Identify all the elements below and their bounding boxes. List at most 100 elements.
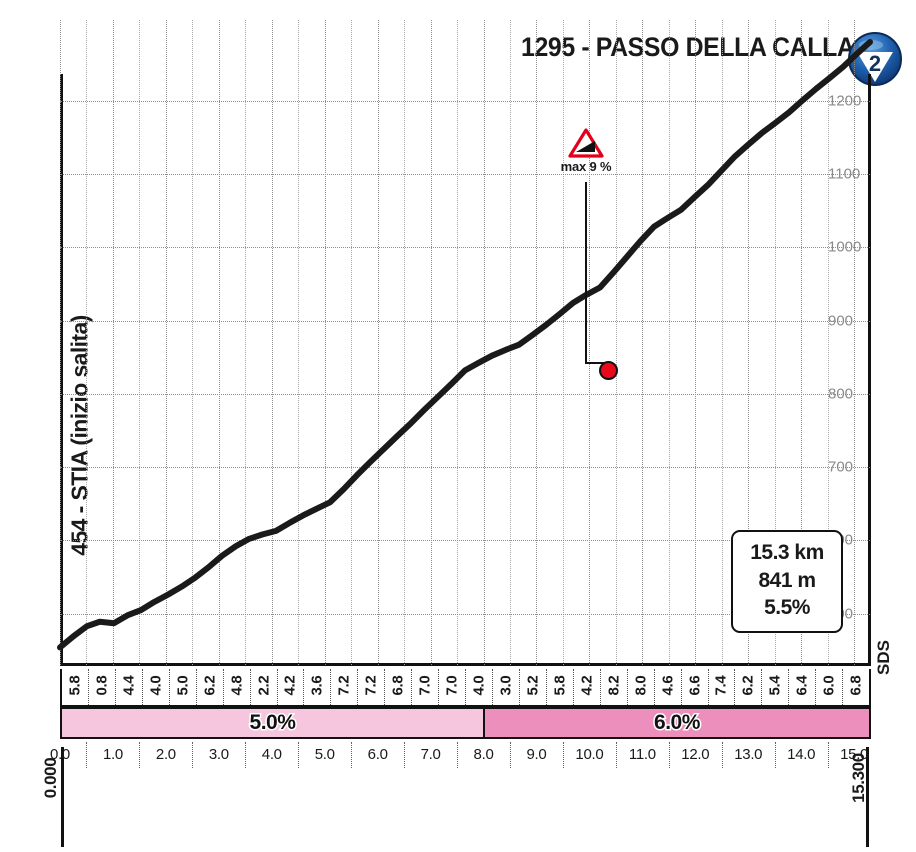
grid-line-vertical <box>695 20 697 665</box>
gradient-cell: 7.2 <box>358 669 386 705</box>
gradient-cell: 7.0 <box>439 669 467 705</box>
x-axis-minor-tick <box>192 742 194 768</box>
gradient-segment: 5.0% <box>62 709 485 737</box>
grid-line-horizontal <box>60 247 870 249</box>
x-axis-minor-tick <box>457 742 459 768</box>
grid-line-vertical <box>112 20 114 665</box>
grid-line-vertical <box>801 20 803 665</box>
gradient-cell-value: 5.0 <box>174 675 192 696</box>
grid-line-vertical-minor <box>827 20 829 665</box>
grid-line-horizontal <box>60 467 870 469</box>
gradient-cell-value: 7.0 <box>416 675 434 696</box>
gradient-cell: 6.8 <box>843 669 869 705</box>
grid-line-vertical-minor <box>562 20 564 665</box>
gradient-cell: 4.0 <box>143 669 170 705</box>
gradient-cell-value: 4.0 <box>147 675 165 696</box>
grid-line-vertical <box>748 20 750 665</box>
gradient-cell: 5.8 <box>62 669 89 705</box>
grid-line-horizontal <box>60 613 870 615</box>
max-gradient-point-marker <box>599 361 618 380</box>
gradient-cell: 8.0 <box>628 669 655 705</box>
badge-number: 2 <box>869 51 881 76</box>
gradient-cell-value: 8.2 <box>605 675 623 696</box>
x-axis-tick-label: 5.0 <box>314 746 335 763</box>
gradient-cell: 6.6 <box>682 669 709 705</box>
grid-line-vertical <box>589 20 591 665</box>
y-axis-tick-label: 700 <box>828 458 854 476</box>
max-gradient-leader-line <box>585 182 587 364</box>
grid-line-vertical-minor <box>457 20 459 665</box>
grid-line-vertical-minor <box>510 20 511 665</box>
grid-line-vertical-minor <box>192 20 194 665</box>
gradient-cell: 5.0 <box>170 669 197 705</box>
x-axis-tick-label: 4.0 <box>261 746 282 763</box>
gradient-cell: 4.6 <box>655 669 682 705</box>
x-axis-minor-tick <box>351 742 353 768</box>
grid-line-vertical <box>377 20 379 665</box>
y-axis-tick-label: 1000 <box>828 238 862 256</box>
gradient-cell-value: 6.2 <box>201 675 219 696</box>
profile-polyline <box>60 42 870 647</box>
distance-start-label: 0.000 <box>41 757 60 799</box>
x-axis-minor-tick <box>86 742 88 768</box>
max-gradient-leader-line-2 <box>585 362 611 364</box>
grid-line-horizontal <box>60 100 870 102</box>
gradient-cell: 4.8 <box>224 669 251 705</box>
x-axis-tick-label: 14.0 <box>787 746 816 763</box>
x-axis-end-tick <box>866 747 869 847</box>
gradient-cell: 2.2 <box>251 669 278 705</box>
gradient-cell-value: 4.2 <box>281 675 299 696</box>
x-axis-tick-label: 0.0 <box>50 746 70 763</box>
gradient-cell: 6.8 <box>385 669 413 705</box>
max-gradient-marker: max 9 % <box>551 128 621 188</box>
gradient-segment-label: 6.0% <box>653 710 702 736</box>
gradient-cell-value: 7.4 <box>712 675 730 696</box>
gradient-cell: 4.2 <box>574 669 601 705</box>
gradient-cell-value: 4.6 <box>659 675 677 696</box>
x-axis-tick-label: 13.0 <box>734 746 763 763</box>
gradient-cell-value: 6.2 <box>739 675 757 696</box>
x-axis-tick-label: 7.0 <box>420 746 441 763</box>
x-axis-tick-label: 3.0 <box>208 746 229 763</box>
y-axis-left <box>60 74 63 666</box>
grid-line-horizontal <box>60 393 870 395</box>
grid-line-vertical <box>430 20 432 665</box>
gradient-cell-value: 3.0 <box>497 675 515 696</box>
x-axis-minor-tick <box>139 742 141 768</box>
y-axis-tick-label: 1100 <box>828 165 861 183</box>
gradient-cell-value: 0.8 <box>93 675 111 696</box>
x-axis-tick-label: 1.0 <box>102 746 123 763</box>
distance-end-label: 15.300 <box>849 753 868 803</box>
y-axis-tick-label: 1200 <box>828 92 862 110</box>
gradient-cell-value: 3.6 <box>308 675 326 696</box>
gradient-values-row: 5.8 0.8 4.4 4.0 5.0 6.2 4.8 2.2 4.2 3.6 7.2 7.2 6.8 7… <box>60 669 871 707</box>
gradient-cell: 6.2 <box>197 669 224 705</box>
page-title: 1295 - PASSO DELLA CALLA <box>520 32 855 62</box>
x-axis-tick-label: 6.0 <box>367 746 388 763</box>
gradient-cell-value: 4.8 <box>228 675 246 696</box>
grid-line-vertical-minor <box>245 20 247 665</box>
x-axis-minor-tick <box>404 742 406 768</box>
grid-line-vertical <box>854 20 856 665</box>
x-axis-minor-tick <box>615 742 617 768</box>
watermark-label: SDS <box>874 640 893 675</box>
x-axis-tick-label: 11.0 <box>628 746 656 763</box>
gradient-cell: 4.2 <box>278 669 305 705</box>
grid-line-vertical <box>60 20 61 665</box>
grid-line-vertical <box>165 20 167 665</box>
x-axis-tick-label: 10.0 <box>575 746 604 763</box>
x-axis-tick-label: 12.0 <box>681 746 710 763</box>
gradient-cell-value: 5.8 <box>66 675 84 696</box>
warning-triangle-icon <box>568 128 604 158</box>
grid-line-vertical-minor <box>615 20 617 665</box>
gradient-cell-value: 8.0 <box>632 675 650 696</box>
gradient-cell: 7.2 <box>331 669 359 705</box>
gradient-cell-value: 4.0 <box>470 675 488 696</box>
gradient-cell-value: 7.2 <box>335 675 353 696</box>
y-axis-tick-label: 900 <box>828 312 854 329</box>
elevation-profile-line <box>60 20 870 665</box>
gradient-cell: 8.2 <box>601 669 628 705</box>
gradient-cell: 3.6 <box>304 669 332 705</box>
grid-line-vertical-minor <box>139 20 141 665</box>
